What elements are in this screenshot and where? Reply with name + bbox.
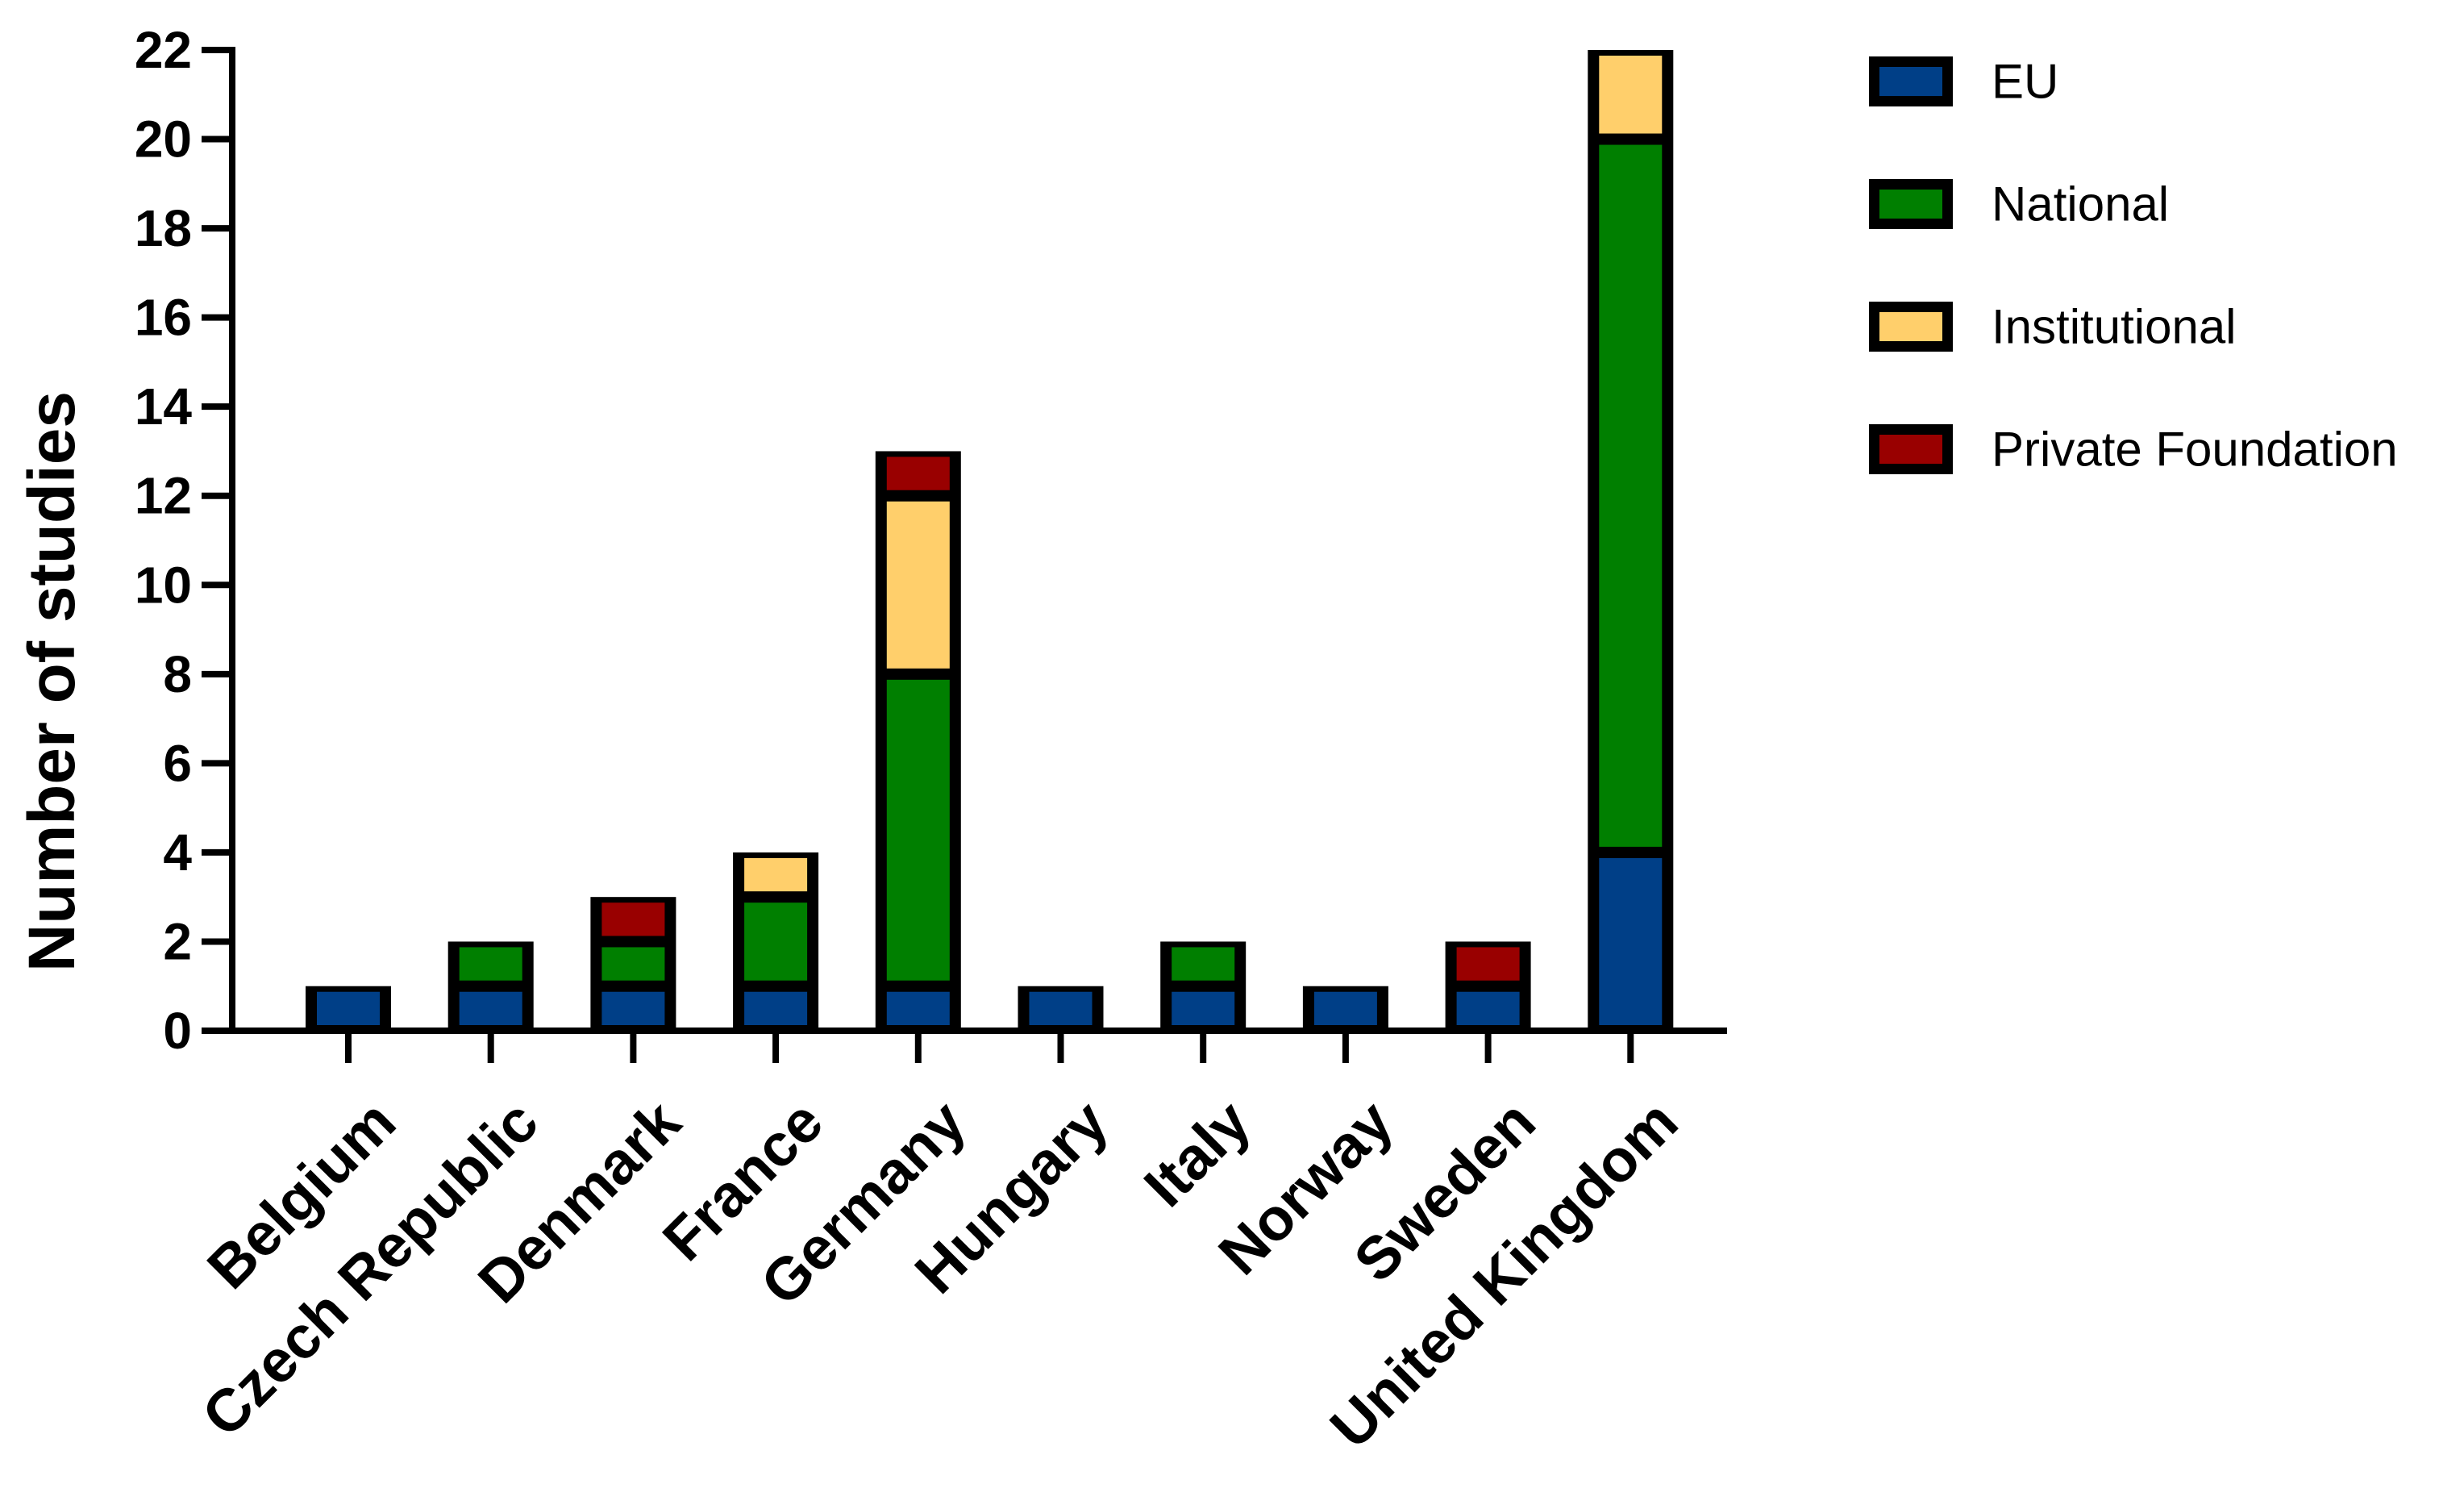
- legend-swatch-eu: [1879, 67, 1942, 96]
- y-tick-label: 2: [163, 912, 192, 970]
- y-tick-label: 16: [135, 289, 192, 347]
- legend-swatch-private-foundation: [1879, 435, 1942, 464]
- y-tick-label: 4: [163, 823, 192, 882]
- bar-segment-institutional: [1599, 56, 1663, 134]
- bar-segment-eu: [317, 991, 380, 1025]
- y-axis-title: Number of studies: [15, 391, 89, 972]
- y-tick-label: 10: [135, 556, 192, 614]
- bar-segment-institutional: [886, 501, 950, 669]
- legend-label: Private Foundation: [1992, 423, 2398, 477]
- bar-segment-private-foundation: [601, 902, 665, 936]
- bar-segment-private-foundation: [886, 456, 950, 490]
- x-tick-label: Italy: [1131, 1088, 1263, 1219]
- bar-segment-national: [744, 902, 808, 981]
- bar-segment-eu: [1456, 991, 1520, 1025]
- legend: EU National Institutional Private Foundatio…: [1869, 55, 2398, 477]
- legend-swatch-institutional: [1879, 312, 1942, 341]
- y-tick-label: 20: [135, 110, 192, 169]
- bar-segment-eu: [459, 991, 522, 1025]
- bar-segment-national: [886, 679, 950, 981]
- y-tick-label: 0: [163, 1002, 192, 1060]
- bar-segment-national: [601, 947, 665, 981]
- legend-swatch-national: [1879, 190, 1942, 219]
- y-tick-label: 8: [163, 645, 192, 703]
- y-tick-label: 22: [135, 21, 192, 79]
- y-tick-label: 18: [135, 199, 192, 257]
- y-tick-label: 12: [135, 467, 192, 525]
- bar-segment-institutional: [744, 857, 808, 892]
- legend-label: Institutional: [1992, 300, 2237, 354]
- legend-label: EU: [1992, 55, 2058, 109]
- legend-label: National: [1992, 177, 2169, 231]
- bar-segment-national: [1172, 947, 1235, 981]
- bar-segment-eu: [744, 991, 808, 1025]
- y-tick-label: 14: [135, 377, 193, 436]
- bar-segment-eu: [1313, 991, 1377, 1025]
- bar-segment-national: [459, 947, 522, 981]
- bar-segment-private-foundation: [1456, 947, 1520, 981]
- bar-segment-national: [1599, 144, 1663, 847]
- y-tick-label: 6: [163, 734, 192, 792]
- bar-segment-eu: [1172, 991, 1235, 1025]
- bar-segment-eu: [1599, 857, 1663, 1025]
- bar-segment-eu: [1029, 991, 1093, 1025]
- bar-segment-eu: [886, 991, 950, 1025]
- bar-segment-eu: [601, 991, 665, 1025]
